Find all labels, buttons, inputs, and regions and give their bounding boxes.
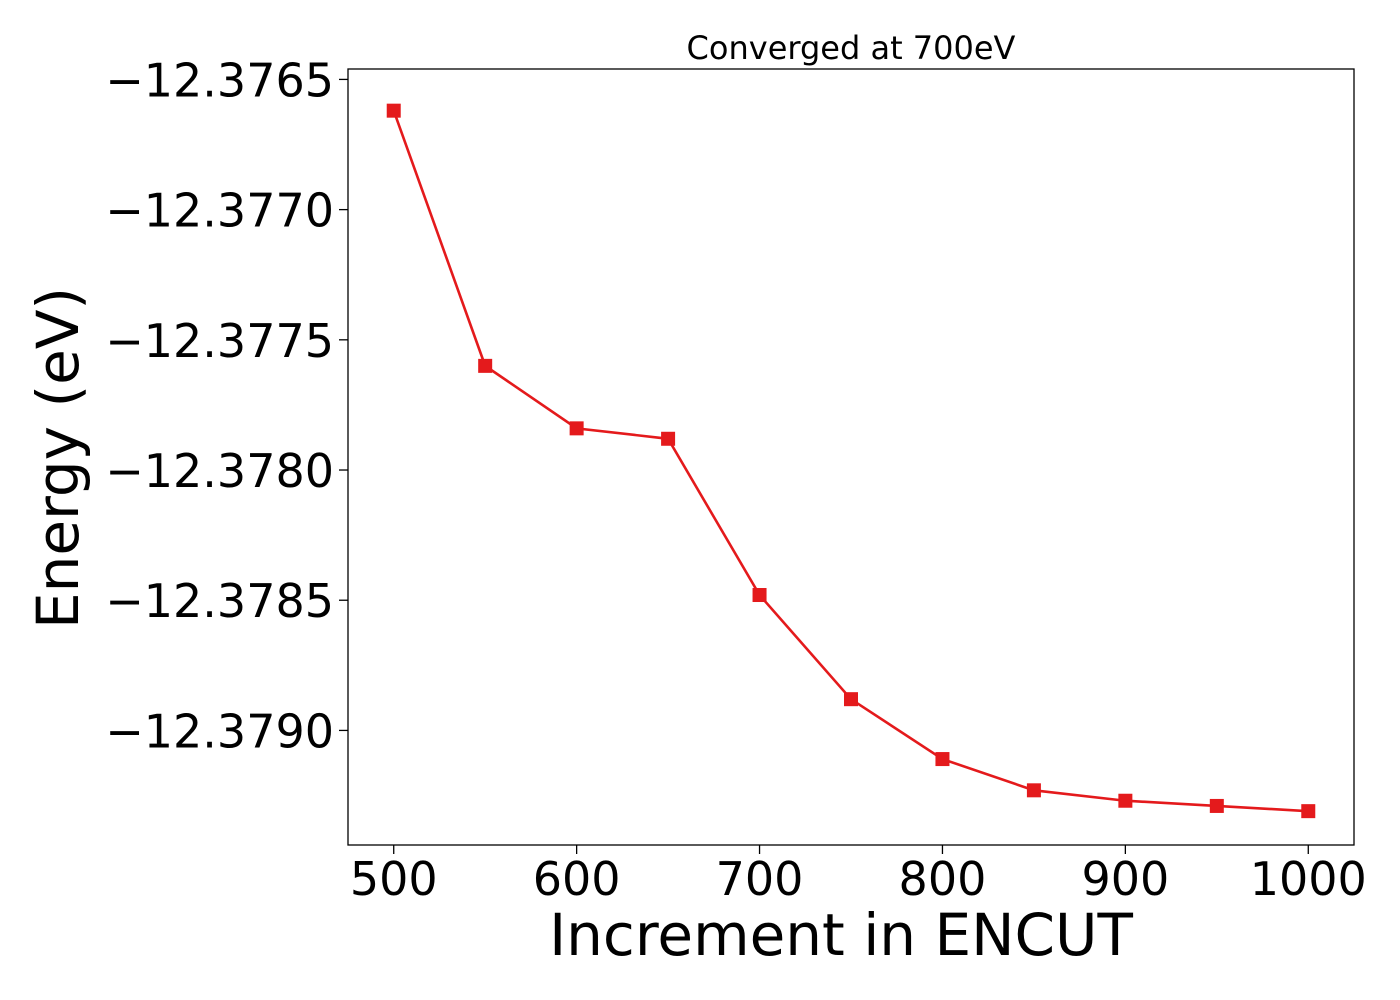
- data-point-marker: [661, 431, 676, 446]
- data-point-marker: [752, 588, 767, 603]
- y-tick-label: −12.3790: [105, 704, 334, 758]
- x-tick-label: 1000: [1250, 852, 1367, 906]
- y-tick-label: −12.3775: [105, 314, 334, 368]
- x-tick-label: 500: [350, 852, 438, 906]
- plot-frame: [347, 68, 1355, 846]
- data-point-marker: [1301, 804, 1316, 819]
- data-point-marker: [1118, 793, 1133, 808]
- y-tick-label: −12.3765: [105, 53, 334, 107]
- x-tick-label: 900: [1081, 852, 1169, 906]
- x-tick-label: 800: [899, 852, 987, 906]
- x-tick-label: 700: [716, 852, 804, 906]
- data-point-marker: [478, 358, 493, 373]
- data-point-marker: [569, 421, 584, 436]
- y-axis-ticks: −12.3765 −12.3770 −12.3775 −12.3780 −12.3785…: [105, 53, 348, 758]
- data-point-marker: [1026, 783, 1041, 798]
- y-tick-label: −12.3770: [105, 184, 334, 238]
- y-axis-label: Energy (eV): [24, 287, 92, 629]
- chart-title: Converged at 700eV: [687, 29, 1016, 67]
- x-axis-label: Increment in ENCUT: [549, 901, 1133, 969]
- data-point-marker: [935, 752, 950, 767]
- y-tick-label: −12.3780: [105, 444, 334, 498]
- x-axis-ticks: 500 600 700 800 900 1000: [350, 845, 1367, 906]
- y-tick-label: −12.3785: [105, 574, 334, 628]
- data-point-marker: [1209, 798, 1224, 813]
- plot-area: [386, 103, 1316, 819]
- data-point-marker: [844, 692, 858, 707]
- data-point-marker: [386, 103, 401, 118]
- x-tick-label: 600: [533, 852, 621, 906]
